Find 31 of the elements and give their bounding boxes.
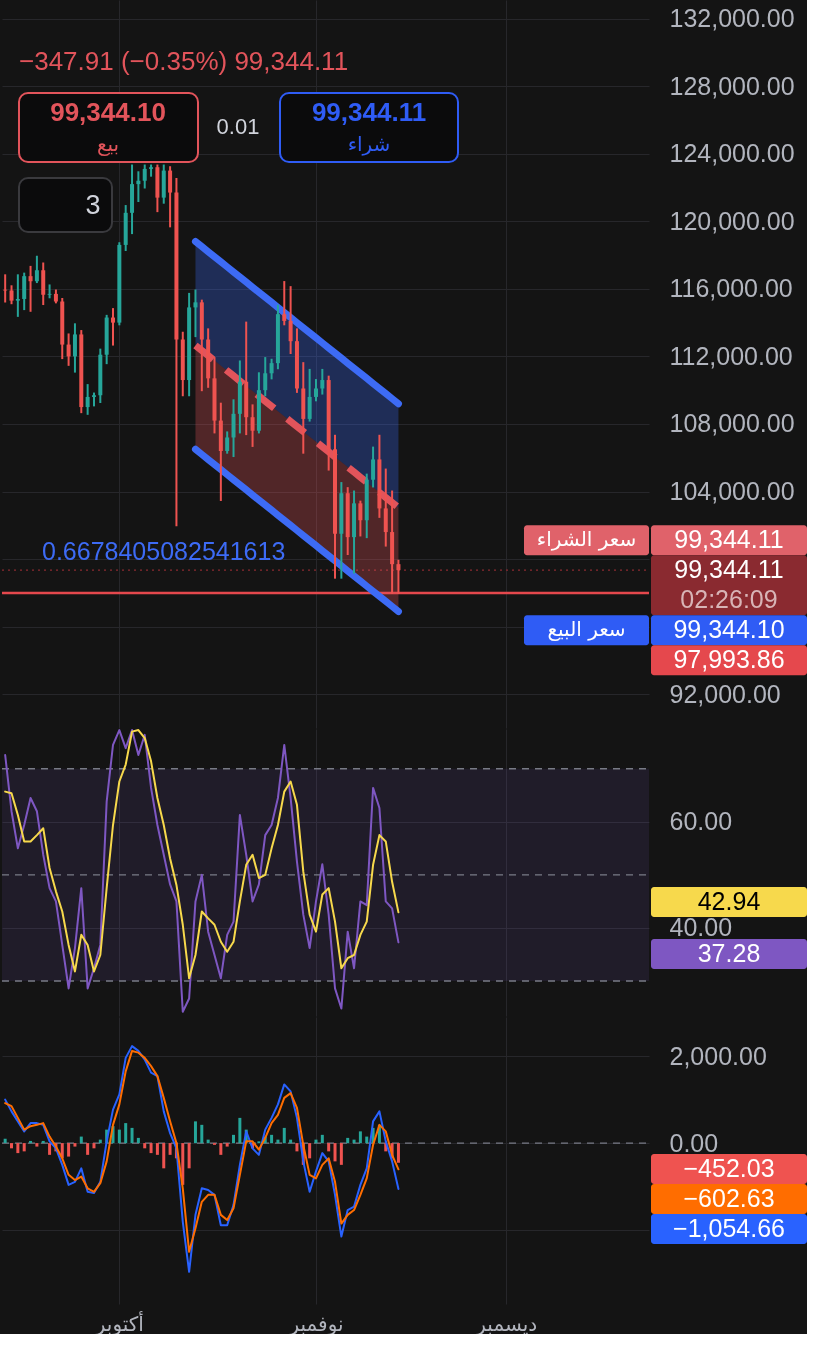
text: −347.91 (−0.35%) 99,344.11 [19,46,349,76]
y-tick-label: 108,000.00 [669,409,795,438]
y-tick-label: 116,000.00 [669,274,793,303]
y-tick-label: 104,000.00 [669,477,795,506]
annotation: 99,344.11 [311,97,427,127]
ref-line-label: 97,993.86 [673,645,785,674]
text: 99,344.10 [673,615,785,644]
y-tick-label: 120,000.00 [669,206,795,235]
annotation: بيع [96,132,120,156]
text: −602.63 [683,1184,775,1213]
annotation: 0.6678405082541613 [42,537,286,565]
text: −1,054.66 [673,1214,785,1243]
annotation: 0.01 [216,114,260,139]
text: −452.03 [683,1154,775,1183]
text: 42.94 [697,886,761,915]
y-tick-label: 92,000.00 [669,679,781,708]
annotation: سعر البيع [547,617,626,642]
y-tick-label: 0.00 [669,1128,719,1157]
ref-line-label: 99,344.11 [674,555,784,584]
text: 99,344.11 [674,525,784,554]
annotation: شراء [347,132,391,156]
annotation: سعر الشراء [536,527,637,552]
y-tick-label: 60.00 [669,807,733,836]
y-tick-label: 128,000.00 [669,71,795,100]
text: 02:26:09 [680,585,778,614]
y-tick-label: 112,000.00 [669,341,793,370]
y-tick-label: 132,000.00 [669,4,795,33]
annotation: 3 [85,190,101,220]
annotation: 99,344.10 [50,97,166,127]
y-tick-label: 124,000.00 [669,139,795,168]
y-tick-label: 2,000.00 [669,1041,767,1070]
